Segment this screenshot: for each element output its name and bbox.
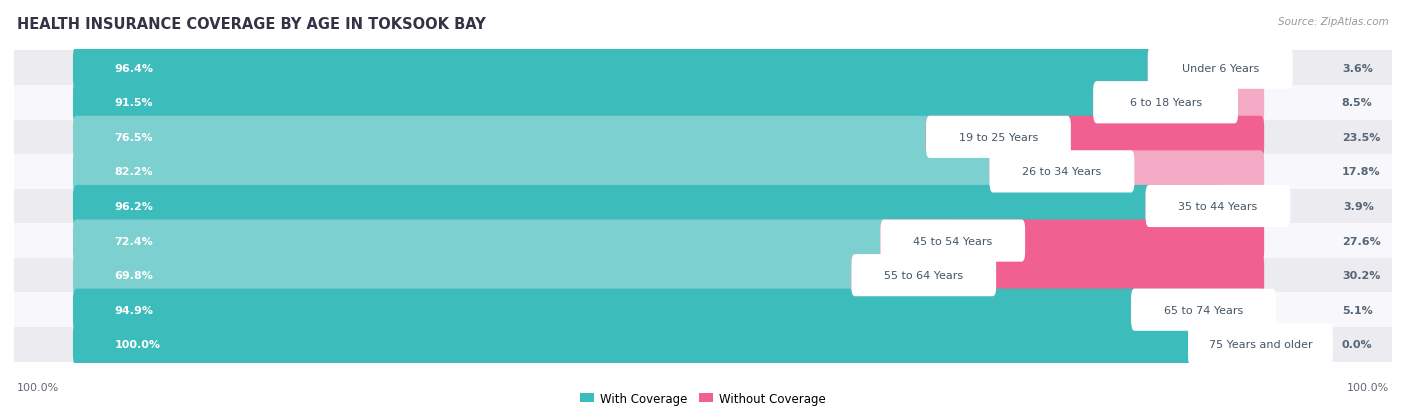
FancyBboxPatch shape	[1147, 47, 1264, 90]
Bar	[14, 120, 1392, 155]
Text: 100.0%: 100.0%	[1347, 382, 1389, 392]
Text: 45 to 54 Years: 45 to 54 Years	[912, 236, 993, 246]
Text: 17.8%: 17.8%	[1341, 167, 1381, 177]
FancyBboxPatch shape	[1147, 47, 1292, 90]
Text: HEALTH INSURANCE COVERAGE BY AGE IN TOKSOOK BAY: HEALTH INSURANCE COVERAGE BY AGE IN TOKS…	[17, 17, 485, 31]
Bar	[14, 293, 1392, 327]
Text: 55 to 64 Years: 55 to 64 Years	[884, 271, 963, 280]
Text: 8.5%: 8.5%	[1341, 98, 1372, 108]
Text: Source: ZipAtlas.com: Source: ZipAtlas.com	[1278, 17, 1389, 26]
FancyBboxPatch shape	[1130, 289, 1264, 331]
FancyBboxPatch shape	[880, 220, 1025, 262]
FancyBboxPatch shape	[880, 220, 1264, 262]
FancyBboxPatch shape	[1092, 82, 1264, 124]
Text: 94.9%: 94.9%	[114, 305, 153, 315]
FancyBboxPatch shape	[73, 47, 1225, 90]
FancyBboxPatch shape	[852, 254, 995, 297]
FancyBboxPatch shape	[1132, 289, 1277, 331]
Text: 100.0%: 100.0%	[114, 339, 160, 349]
FancyBboxPatch shape	[925, 116, 1264, 159]
FancyBboxPatch shape	[73, 289, 1208, 331]
Text: 35 to 44 Years: 35 to 44 Years	[1178, 202, 1258, 211]
FancyBboxPatch shape	[1146, 185, 1291, 228]
Text: 96.2%: 96.2%	[114, 202, 153, 211]
Text: 23.5%: 23.5%	[1341, 133, 1381, 142]
Text: 76.5%: 76.5%	[114, 133, 153, 142]
Text: 3.9%: 3.9%	[1343, 202, 1374, 211]
Text: 91.5%: 91.5%	[114, 98, 153, 108]
FancyBboxPatch shape	[73, 151, 1066, 193]
FancyBboxPatch shape	[1094, 82, 1239, 124]
FancyBboxPatch shape	[73, 220, 956, 262]
Text: 30.2%: 30.2%	[1341, 271, 1381, 280]
Text: 96.4%: 96.4%	[114, 64, 153, 74]
FancyBboxPatch shape	[73, 116, 1002, 159]
Text: 5.1%: 5.1%	[1341, 305, 1372, 315]
FancyBboxPatch shape	[73, 323, 1264, 366]
Bar	[14, 189, 1392, 224]
FancyBboxPatch shape	[1146, 185, 1265, 228]
Text: 100.0%: 100.0%	[17, 382, 59, 392]
Text: 72.4%: 72.4%	[114, 236, 153, 246]
FancyBboxPatch shape	[73, 254, 928, 297]
Text: 75 Years and older: 75 Years and older	[1209, 339, 1312, 349]
FancyBboxPatch shape	[73, 82, 1170, 124]
Text: 3.6%: 3.6%	[1341, 64, 1372, 74]
Text: 69.8%: 69.8%	[114, 271, 153, 280]
FancyBboxPatch shape	[990, 151, 1264, 193]
Text: Under 6 Years: Under 6 Years	[1181, 64, 1258, 74]
FancyBboxPatch shape	[73, 185, 1222, 228]
Legend: With Coverage, Without Coverage: With Coverage, Without Coverage	[579, 392, 827, 405]
Bar	[14, 155, 1392, 189]
FancyBboxPatch shape	[1188, 323, 1333, 366]
FancyBboxPatch shape	[990, 151, 1135, 193]
Text: 82.2%: 82.2%	[114, 167, 153, 177]
Text: 27.6%: 27.6%	[1341, 236, 1381, 246]
Bar	[14, 224, 1392, 258]
FancyBboxPatch shape	[851, 254, 1264, 297]
Bar	[14, 258, 1392, 293]
Text: 19 to 25 Years: 19 to 25 Years	[959, 133, 1038, 142]
Bar	[14, 51, 1392, 86]
Bar	[14, 86, 1392, 120]
Bar	[14, 327, 1392, 362]
Text: 0.0%: 0.0%	[1341, 339, 1372, 349]
Text: 65 to 74 Years: 65 to 74 Years	[1164, 305, 1243, 315]
Text: 26 to 34 Years: 26 to 34 Years	[1022, 167, 1101, 177]
FancyBboxPatch shape	[927, 116, 1071, 159]
Text: 6 to 18 Years: 6 to 18 Years	[1129, 98, 1202, 108]
